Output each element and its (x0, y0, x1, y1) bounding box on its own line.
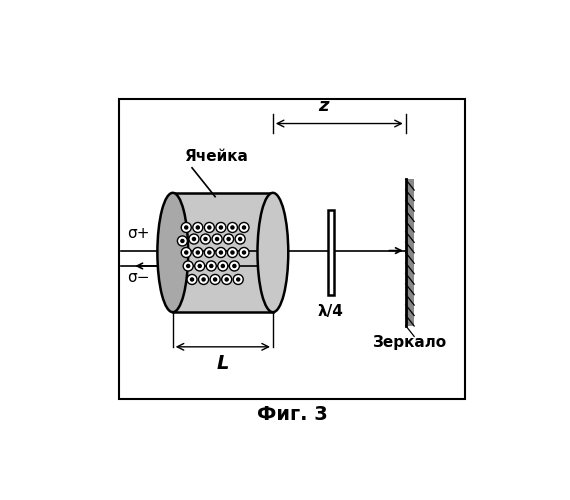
Circle shape (210, 264, 213, 268)
Circle shape (233, 264, 236, 268)
Circle shape (198, 264, 201, 268)
Circle shape (208, 226, 211, 229)
Circle shape (227, 248, 238, 258)
Circle shape (222, 274, 231, 284)
Circle shape (193, 248, 203, 258)
Circle shape (210, 274, 220, 284)
Circle shape (177, 236, 188, 246)
Circle shape (185, 226, 188, 229)
Text: Фиг. 3: Фиг. 3 (256, 405, 328, 424)
Circle shape (242, 226, 246, 229)
Circle shape (193, 222, 203, 232)
Text: σ−: σ− (127, 270, 150, 285)
Circle shape (212, 234, 222, 244)
Text: Ячейка: Ячейка (184, 149, 248, 164)
Circle shape (235, 234, 245, 244)
Circle shape (239, 222, 249, 232)
Circle shape (181, 222, 192, 232)
Circle shape (223, 234, 234, 244)
Text: σ+: σ+ (127, 226, 150, 241)
Circle shape (219, 226, 222, 229)
Circle shape (201, 234, 210, 244)
Circle shape (216, 222, 226, 232)
Text: z: z (319, 97, 329, 115)
Circle shape (187, 274, 197, 284)
Bar (119, 98, 465, 399)
Ellipse shape (258, 193, 288, 312)
Circle shape (214, 278, 217, 281)
Circle shape (233, 274, 243, 284)
Circle shape (183, 261, 193, 271)
Circle shape (189, 234, 199, 244)
Circle shape (206, 261, 216, 271)
Circle shape (225, 278, 228, 281)
Bar (328, 210, 333, 295)
Circle shape (193, 238, 196, 240)
Circle shape (216, 248, 226, 258)
Circle shape (239, 238, 242, 240)
Circle shape (218, 261, 228, 271)
Circle shape (198, 274, 209, 284)
Circle shape (196, 226, 200, 229)
Text: L: L (217, 354, 229, 373)
Circle shape (237, 278, 240, 281)
Ellipse shape (157, 193, 188, 312)
Circle shape (231, 251, 234, 254)
Text: λ/4: λ/4 (317, 304, 344, 320)
Circle shape (204, 238, 207, 240)
Circle shape (219, 251, 222, 254)
Circle shape (231, 226, 234, 229)
Circle shape (227, 238, 230, 240)
Bar (406, 180, 414, 326)
Circle shape (205, 222, 214, 232)
Circle shape (215, 238, 218, 240)
Circle shape (190, 278, 194, 281)
Circle shape (181, 248, 192, 258)
Circle shape (208, 251, 211, 254)
Circle shape (221, 264, 225, 268)
Circle shape (202, 278, 205, 281)
Circle shape (205, 248, 214, 258)
Circle shape (186, 264, 190, 268)
Circle shape (227, 222, 238, 232)
Text: Зеркало: Зеркало (373, 336, 447, 350)
Circle shape (181, 240, 184, 242)
Circle shape (239, 248, 249, 258)
Circle shape (195, 261, 205, 271)
Circle shape (185, 251, 188, 254)
Circle shape (229, 261, 239, 271)
Circle shape (242, 251, 246, 254)
Circle shape (196, 251, 200, 254)
Bar (173, 193, 273, 312)
